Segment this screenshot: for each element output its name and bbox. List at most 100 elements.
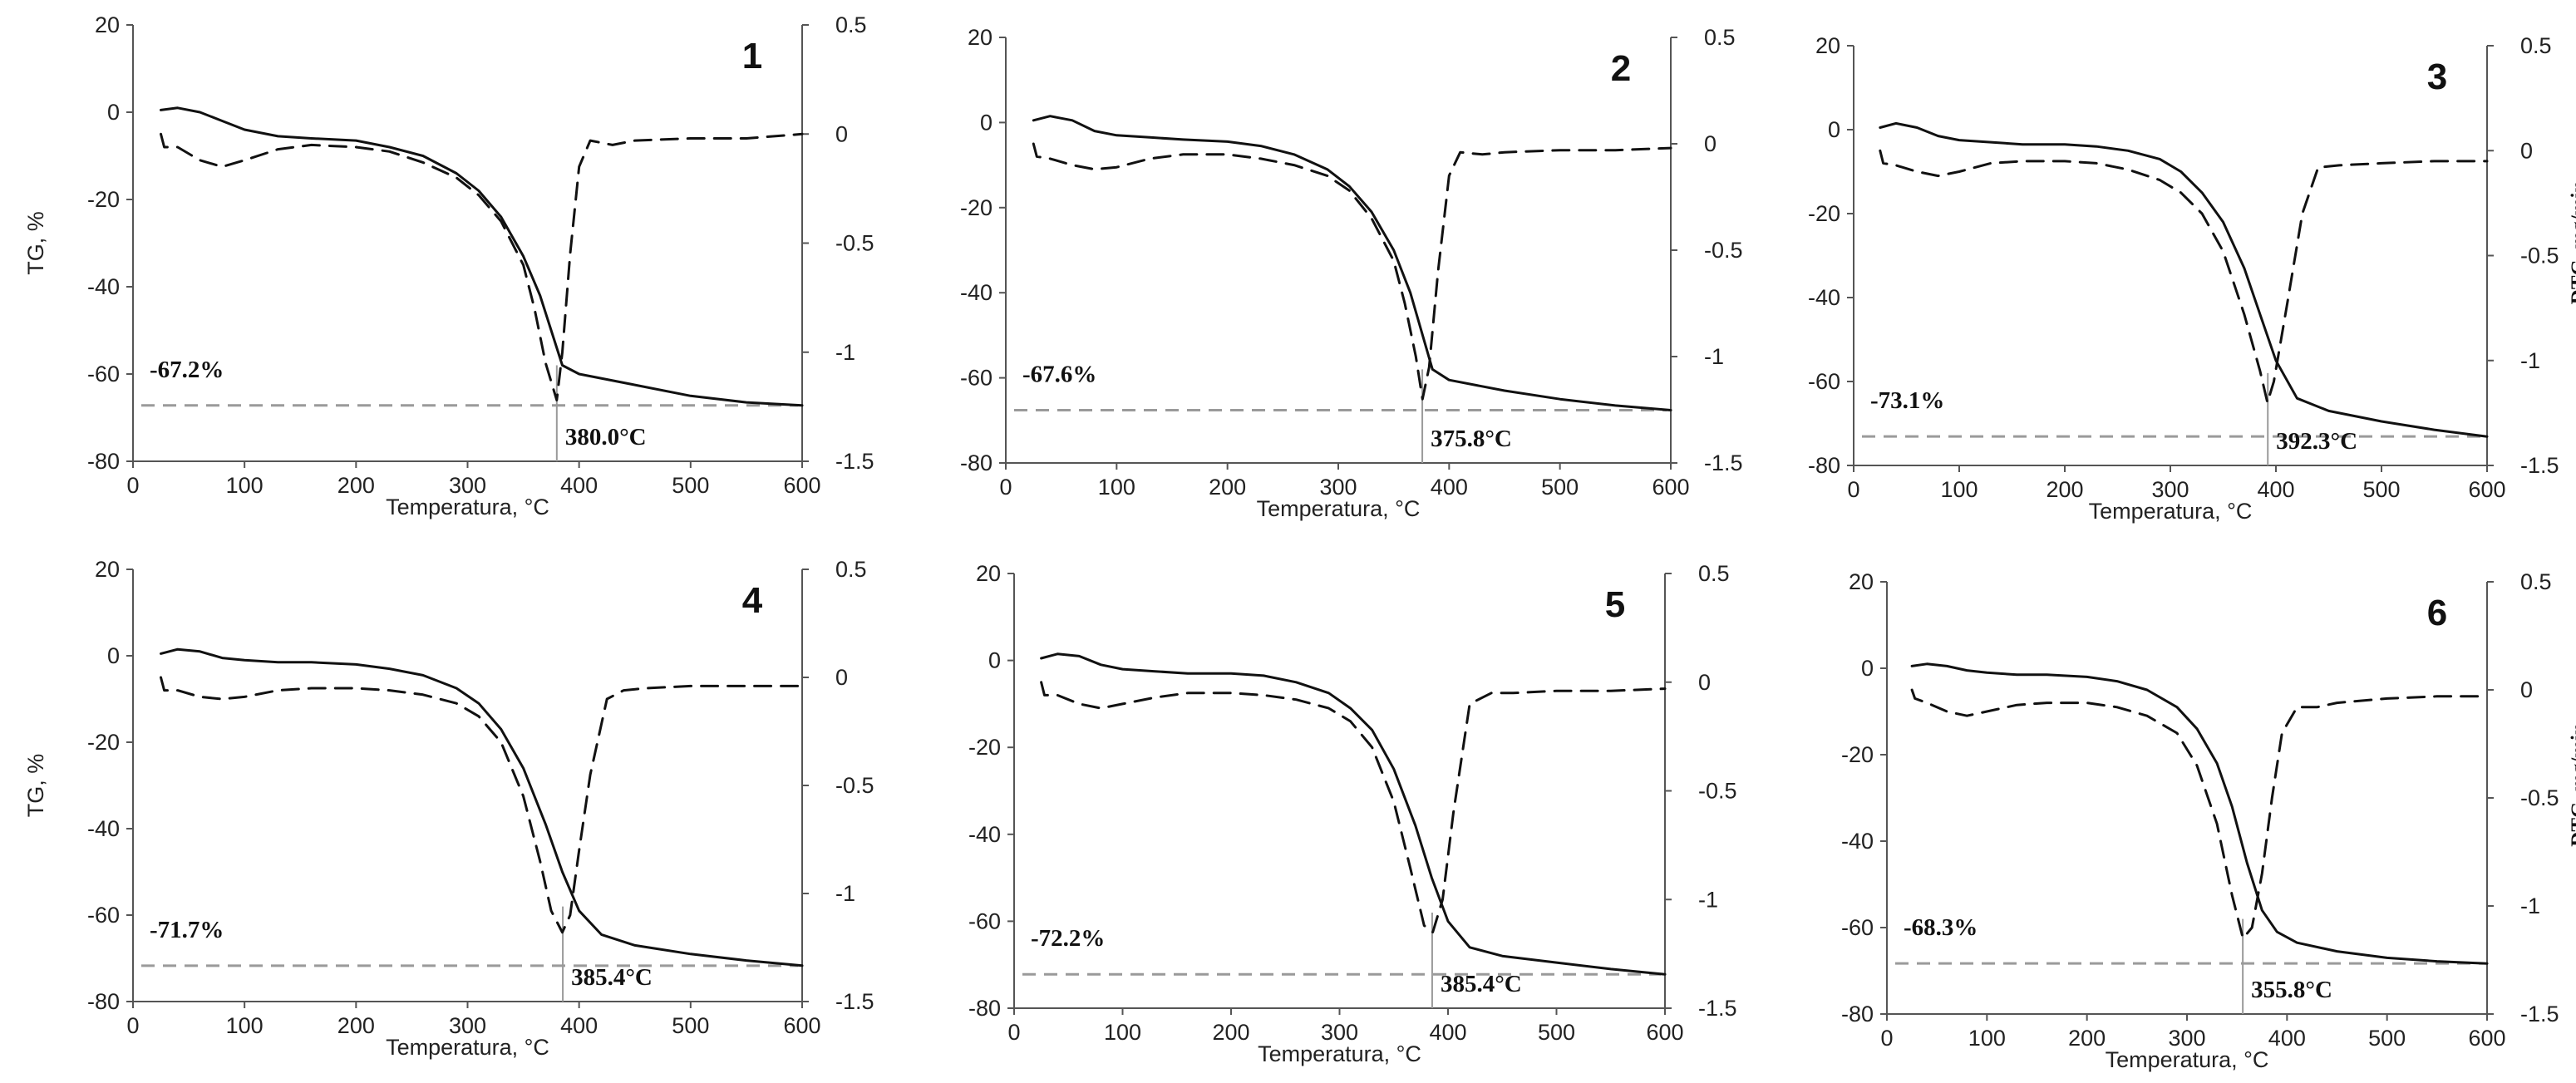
dtg-curve [160, 132, 804, 401]
y-tick-label: -20 [1808, 201, 1840, 226]
x-tick-label: 500 [1541, 475, 1579, 500]
y-tick-label: -80 [1841, 1002, 1874, 1026]
y-tick-label: -60 [960, 366, 992, 391]
y-tick-label: 20 [1849, 569, 1874, 594]
x-tick-label: 200 [2046, 477, 2083, 502]
mass-loss-label: -72.2% [1031, 925, 1105, 952]
x-tick-label: 300 [449, 1013, 486, 1038]
tga-panel-5: 0 100 200 300 400 500 600 -80 -60 -40 -20 0 20 -1.5 -1… [968, 561, 1737, 1066]
tga-panel-2: 0 100 200 300 400 500 600-80-60-40-20020-1.5-1… [960, 25, 1743, 521]
x-tick-label: 400 [2257, 477, 2294, 502]
panel-number: 5 [1605, 584, 1625, 625]
y2-axis-title: --- DTG, mg/min [2568, 723, 2576, 873]
dtg-curve [1910, 688, 2489, 940]
y-tick-label: 0 [988, 648, 1001, 673]
x-tick-label: 100 [1098, 475, 1135, 500]
y2-tick-label: -0.5 [2520, 244, 2559, 268]
x-tick-label: 400 [560, 473, 598, 498]
x-tick-label: 0 [1007, 1020, 1020, 1045]
y-tick-label: -80 [87, 989, 120, 1014]
x-tick-label: 600 [783, 473, 820, 498]
y-tick-label: 20 [95, 12, 120, 37]
x-tick-label: 300 [2168, 1026, 2205, 1051]
x-tick-label: 200 [337, 473, 375, 498]
y2-tick-label: -1 [835, 881, 855, 906]
y2-tick-label: -1 [2520, 893, 2540, 918]
x-axis-title: Temperatura, °C [1257, 496, 1421, 521]
x-tick-label: 300 [1319, 475, 1357, 500]
tg-curve [160, 647, 804, 967]
y2-tick-label: -1.5 [835, 989, 874, 1014]
mass-loss-label: -68.3% [1904, 914, 1978, 941]
x-tick-label: 400 [2268, 1026, 2306, 1051]
y-tick-label: 0 [1861, 656, 1874, 681]
tga-panel-4: 0 100 200 300 400 500 600 -80 -60 -40 -20 0 20 -1.5 -1… [23, 557, 874, 1060]
y2-tick-label: -1 [1704, 344, 1724, 369]
y2-tick-label: 0 [835, 665, 848, 690]
y2-tick-label: 0 [2520, 138, 2533, 163]
y-tick-label: -20 [87, 730, 120, 755]
y-tick-label: 20 [95, 557, 120, 582]
x-axis-title: Temperatura, °C [386, 1035, 549, 1060]
peak-temp-label: 375.8°C [1431, 426, 1512, 452]
dtg-curve [160, 676, 804, 934]
y-tick-label: 0 [980, 110, 992, 135]
y2-tick-label: -0.5 [1698, 779, 1737, 804]
y2-tick-label: -0.5 [1704, 238, 1743, 263]
peak-temp-label: 385.4°C [571, 964, 653, 991]
mass-loss-label: -67.2% [150, 357, 224, 383]
y-tick-label: -80 [87, 449, 120, 474]
y2-tick-label: -0.5 [835, 773, 874, 798]
y2-tick-label: 0.5 [2520, 569, 2552, 594]
panel-number: 6 [2427, 593, 2447, 633]
tg-curve [160, 106, 804, 407]
y-tick-label: -20 [968, 735, 1001, 760]
x-tick-label: 500 [2362, 477, 2400, 502]
x-tick-label: 200 [1212, 1020, 1249, 1045]
x-tick-label: 0 [999, 475, 1012, 500]
x-tick-label: 100 [1968, 1026, 2006, 1051]
y-tick-label: 20 [976, 561, 1001, 586]
y2-tick-label: 0 [1704, 131, 1717, 156]
y-tick-label: -40 [87, 816, 120, 841]
dtg-curve [1040, 681, 1667, 933]
dtg-curve [1032, 142, 1672, 401]
y2-tick-label: 0.5 [835, 12, 867, 37]
y2-tick-label: -1.5 [2520, 453, 2559, 478]
mass-loss-label: -71.7% [150, 917, 224, 943]
peak-temp-label: 380.0°C [565, 424, 647, 450]
x-tick-label: 100 [1940, 477, 1978, 502]
tg-curve [1910, 662, 2489, 965]
y-tick-label: 0 [107, 100, 120, 125]
y-tick-label: -20 [87, 187, 120, 212]
y2-tick-label: -1.5 [1704, 450, 1743, 475]
x-tick-label: 200 [2068, 1026, 2106, 1051]
x-tick-label: 300 [1321, 1020, 1358, 1045]
y-axis-title: TG, % [23, 211, 48, 275]
x-tick-label: 500 [1538, 1020, 1575, 1045]
x-tick-label: 400 [560, 1013, 598, 1038]
y2-tick-label: 0.5 [1704, 25, 1736, 50]
x-axis-title: Temperatura, °C [2089, 499, 2253, 524]
x-tick-label: 0 [126, 1013, 139, 1038]
x-axis-title: Temperatura, °C [386, 495, 549, 519]
x-tick-label: 0 [126, 473, 139, 498]
y2-tick-label: 0 [1698, 670, 1711, 695]
y-tick-label: -40 [960, 280, 992, 305]
peak-temp-label: 385.4°C [1441, 971, 1522, 997]
peak-temp-label: 392.3°C [2276, 428, 2357, 455]
dtg-curve [1879, 149, 2489, 404]
y-tick-label: -40 [1808, 285, 1840, 310]
y2-tick-label: -1.5 [1698, 996, 1737, 1021]
y2-tick-label: -1 [2520, 348, 2540, 373]
tga-panel-3: 0 100 200 300 400 500 600 -80 -60 -40 -20 0 20 -1.5 -1… [1808, 33, 2576, 524]
y2-tick-label: 0.5 [2520, 33, 2552, 58]
tg-curve [1032, 115, 1672, 411]
mass-loss-label: -67.6% [1022, 362, 1096, 388]
y2-axis-title: --- DTG, mg/min [2568, 180, 2576, 330]
tg-curve [1879, 121, 2489, 438]
x-tick-label: 300 [2151, 477, 2189, 502]
x-tick-label: 600 [2468, 477, 2505, 502]
y2-tick-label: 0 [2520, 677, 2533, 702]
